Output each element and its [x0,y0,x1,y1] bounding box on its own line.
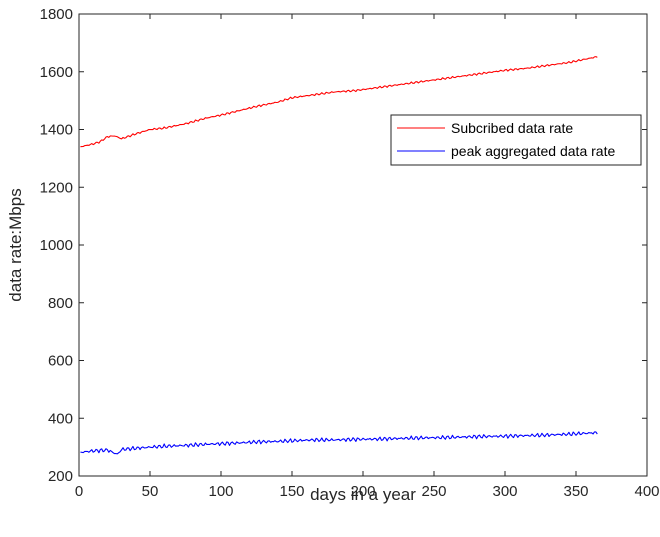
x-tick-label: 350 [563,483,588,500]
x-tick-label: 250 [421,483,446,500]
y-tick-label: 1400 [40,122,73,139]
x-tick-label: 400 [634,483,659,500]
y-tick-label: 400 [48,410,73,427]
series-layer [80,56,598,455]
y-tick-label: 600 [48,353,73,370]
y-tick-label: 1800 [40,6,73,23]
y-tick-label: 1200 [40,179,73,196]
y-tick-label: 1000 [40,237,73,254]
axes-box [78,13,648,477]
x-tick-label: 0 [75,483,83,500]
x-axis-label: days in a year [310,485,416,504]
x-tick-label: 150 [279,483,304,500]
legend: Subcribed data rate peak aggregated data … [390,114,642,166]
plot-area [79,14,647,476]
y-axis-label: data rate:Mbps [6,188,25,301]
series-line-1 [80,431,598,455]
y-tick-label: 200 [48,468,73,485]
y-tick-label: 800 [48,295,73,312]
x-tick-label: 200 [350,483,375,500]
legend-box [390,114,642,166]
legend-label: Subcribed data rate [451,120,573,136]
ticks-layer: 0 50 100 150 200 250 300 350 400 200 400 600 800 1000… [40,6,660,500]
x-tick-label: 100 [208,483,233,500]
series-line-0 [80,56,598,148]
x-tick-label: 50 [142,483,159,500]
x-tick-label: 300 [492,483,517,500]
y-tick-label: 1600 [40,64,73,81]
legend-label: peak aggregated data rate [451,143,615,159]
